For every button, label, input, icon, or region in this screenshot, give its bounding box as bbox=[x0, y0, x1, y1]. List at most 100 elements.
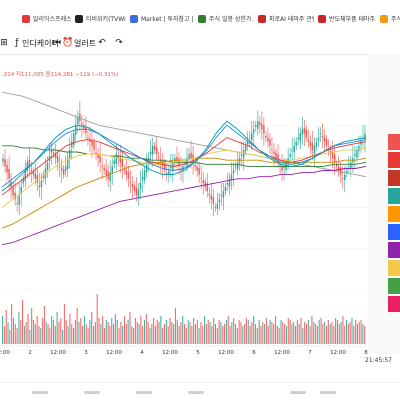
volume-bar bbox=[93, 326, 95, 344]
bottom-tab-6[interactable] bbox=[320, 391, 336, 394]
volume-bar bbox=[5, 310, 7, 344]
volume-bar bbox=[355, 320, 357, 344]
candle-body bbox=[143, 170, 146, 181]
price-chart[interactable]: 12:00 2 12:00 3 12:00 4 12:00 5 12:00 6 12:00 7 12:0… bbox=[0, 54, 400, 400]
bottom-tab-1[interactable] bbox=[32, 391, 48, 394]
volume-bar bbox=[136, 322, 138, 344]
alert-icon[interactable]: ⏰ bbox=[62, 38, 74, 48]
volume-bar bbox=[293, 322, 295, 344]
candle-body bbox=[305, 129, 308, 138]
bookmark-item[interactable]: Market | 투자참고 |... bbox=[130, 14, 194, 28]
volume-bar bbox=[207, 320, 209, 344]
bookmark-favicon-icon bbox=[380, 14, 388, 23]
bookmark-favicon-icon bbox=[22, 14, 30, 23]
bookmark-item[interactable]: 주식 일봉 상한가... bbox=[198, 14, 254, 28]
volume-bar bbox=[300, 318, 302, 344]
volume-bar bbox=[189, 322, 191, 344]
volume-bar bbox=[358, 322, 360, 344]
candle-body bbox=[196, 166, 198, 171]
volume-bar bbox=[63, 304, 65, 344]
bottom-tab-4[interactable] bbox=[188, 391, 204, 394]
volume-bar bbox=[125, 324, 127, 344]
volume-bar bbox=[54, 326, 56, 344]
volume-bar bbox=[295, 326, 297, 344]
volume-bar bbox=[251, 322, 253, 344]
replay-icon[interactable]: ⏮ bbox=[52, 38, 62, 48]
volume-bar bbox=[198, 328, 200, 344]
bookmark-item[interactable]: 반도체부품 테마주... bbox=[318, 14, 376, 28]
candle-body bbox=[105, 169, 107, 175]
alert-button[interactable]: 얼러트 bbox=[74, 39, 97, 48]
volume-bar bbox=[45, 322, 47, 344]
bookmark-favicon-icon bbox=[130, 14, 138, 23]
candle-body bbox=[356, 149, 358, 158]
volume-bar bbox=[78, 322, 80, 344]
candle-body bbox=[200, 178, 202, 180]
volume-bar bbox=[51, 316, 53, 344]
candle-body bbox=[291, 149, 293, 151]
indicator-button[interactable]: 인디케이터 bbox=[22, 39, 59, 48]
candle-body bbox=[123, 168, 126, 171]
candle-body bbox=[346, 170, 348, 174]
candle-body bbox=[180, 168, 182, 171]
candle-body bbox=[125, 170, 128, 175]
bookmark-item[interactable]: 주식 bbox=[380, 14, 400, 28]
x-tick-label: 12:00 bbox=[106, 350, 122, 356]
candle-body bbox=[4, 159, 6, 167]
volume-bar bbox=[65, 320, 67, 344]
volume-bar bbox=[151, 324, 153, 344]
candle-body bbox=[246, 141, 249, 145]
moving-average-line bbox=[1, 147, 367, 208]
candle-body bbox=[244, 145, 247, 152]
candle-body bbox=[307, 140, 310, 142]
redo-icon[interactable]: ↷ bbox=[115, 38, 123, 48]
candle-body bbox=[212, 196, 215, 204]
volume-bar bbox=[298, 324, 300, 344]
volume-bar bbox=[318, 320, 320, 344]
indicator-icon[interactable]: ƒ bbox=[15, 38, 19, 48]
undo-icon[interactable]: ↶ bbox=[98, 38, 106, 48]
candle-body bbox=[277, 154, 279, 163]
moving-average-line bbox=[1, 91, 367, 178]
candle-body bbox=[14, 192, 16, 200]
candle-body bbox=[222, 191, 225, 198]
volume-bar bbox=[176, 320, 178, 344]
candle-body bbox=[115, 154, 117, 164]
bookmark-item[interactable]: 피로AI 테마주 관련... bbox=[258, 14, 314, 28]
chart-svg[interactable]: 12:00 2 12:00 3 12:00 4 12:00 5 12:00 6 12:00 7 12:0… bbox=[0, 54, 400, 400]
volume-bar bbox=[34, 324, 36, 344]
volume-bar bbox=[191, 326, 193, 344]
candle-body bbox=[204, 181, 206, 187]
volume-bar bbox=[364, 326, 366, 344]
volume-bar bbox=[360, 320, 362, 344]
volume-bar bbox=[103, 328, 106, 344]
candle-body bbox=[135, 187, 138, 196]
volume-bar bbox=[238, 320, 240, 344]
candle-body bbox=[133, 185, 136, 192]
volume-bar bbox=[218, 320, 220, 344]
x-tick-label: 8 bbox=[364, 350, 368, 356]
volume-bar bbox=[145, 314, 147, 344]
volume-bar bbox=[142, 326, 144, 344]
candle-body bbox=[149, 151, 152, 155]
grid-icon[interactable]: ⊞ bbox=[0, 38, 8, 48]
volume-bar bbox=[258, 320, 260, 344]
volume-bar bbox=[331, 322, 333, 344]
candle-body bbox=[155, 147, 158, 155]
volume-bar bbox=[116, 320, 118, 344]
volume-bar bbox=[96, 294, 98, 344]
candle-body bbox=[236, 162, 239, 169]
bookmark-item[interactable]: 알리익스프레스 - A... bbox=[22, 14, 71, 28]
volume-bar bbox=[62, 330, 64, 344]
volume-bar bbox=[233, 318, 235, 344]
candle-body bbox=[16, 203, 18, 204]
volume-bar bbox=[320, 318, 322, 344]
volume-bar bbox=[209, 322, 211, 344]
bottom-tab-3[interactable] bbox=[136, 391, 152, 394]
bottom-tab-2[interactable] bbox=[84, 391, 100, 394]
volume-bar bbox=[9, 330, 11, 344]
volume-bar bbox=[129, 312, 131, 344]
bookmark-item[interactable]: 티비위키(TVWiki) - ... bbox=[75, 14, 126, 28]
bottom-tab-5[interactable] bbox=[290, 391, 306, 394]
candle-body bbox=[340, 168, 342, 175]
